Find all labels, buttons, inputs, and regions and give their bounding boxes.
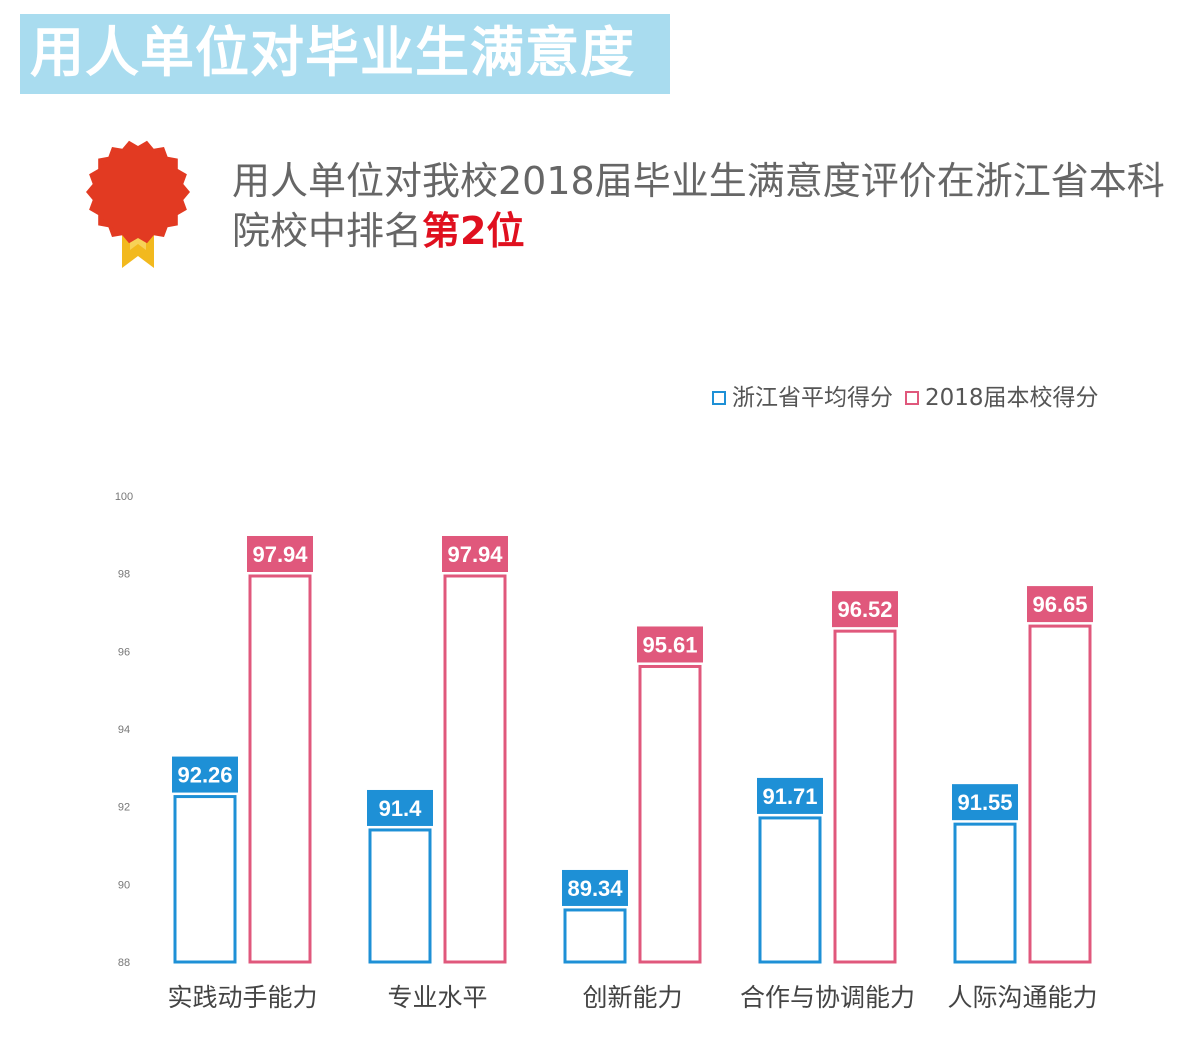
x-category-label: 创新能力 (582, 983, 682, 1012)
title-banner (20, 14, 670, 94)
bar-school (248, 574, 312, 964)
data-label-box (247, 535, 313, 572)
data-label: 91.55 (957, 790, 1012, 815)
data-label-box (367, 789, 433, 826)
summary-main: 用人单位对我校2018届毕业生满意度评价在浙江省本科院校中排名 (232, 159, 1165, 253)
y-tick-label: 96 (118, 646, 130, 658)
x-category-label: 人际沟通能力 (947, 983, 1097, 1012)
summary-text: 用人单位对我校2018届毕业生满意度评价在浙江省本科院校中排名第2位 (232, 156, 1192, 256)
y-tick-label: 100 (115, 491, 133, 503)
data-label: 91.71 (762, 784, 817, 809)
data-label-box (562, 869, 628, 906)
bar-school (833, 629, 897, 964)
data-label: 92.26 (177, 763, 232, 788)
rank-highlight: 第2位 (422, 209, 525, 253)
legend-label-province: 浙江省平均得分 (732, 385, 893, 411)
data-label-box (952, 784, 1018, 821)
data-label: 91.4 (379, 796, 423, 821)
x-category-label: 合作与协调能力 (740, 983, 915, 1012)
legend-swatch-blue (712, 391, 726, 405)
bar-province (758, 816, 822, 964)
data-label-box (172, 756, 238, 793)
data-label-box (442, 535, 508, 572)
data-label-box (1027, 586, 1093, 623)
page-title: 用人单位对毕业生满意度 (30, 21, 635, 84)
legend-swatch-pink (905, 391, 919, 405)
bar-province (953, 822, 1017, 964)
bar-chart: 88 90 92 94 96 98 100 92.26 97.94 实践动手能力 91.4 97.94… (115, 491, 1098, 1012)
medal-icon (86, 140, 190, 268)
bar-school (638, 664, 702, 964)
legend-item-province: 浙江省平均得分 (712, 378, 893, 412)
x-category-label: 实践动手能力 (167, 983, 317, 1012)
data-label: 89.34 (567, 876, 623, 901)
y-tick-label: 94 (118, 724, 130, 736)
legend-label-school: 2018届本校得分 (925, 385, 1099, 411)
x-category-label: 专业水平 (387, 983, 487, 1012)
data-label-box (637, 626, 703, 663)
bar-school (443, 574, 507, 964)
bar-school (1028, 624, 1092, 964)
chart-legend: 浙江省平均得分 2018届本校得分 (712, 378, 1111, 412)
y-tick-label: 98 (118, 569, 130, 581)
bar-province (368, 828, 432, 964)
data-label-box (757, 777, 823, 814)
data-label-box (832, 591, 898, 628)
data-label: 97.94 (252, 542, 308, 567)
data-label: 97.94 (447, 542, 503, 567)
data-label: 96.65 (1032, 592, 1087, 617)
y-tick-label: 90 (118, 879, 130, 891)
y-tick-label: 92 (118, 802, 130, 814)
data-label: 96.52 (837, 597, 892, 622)
bar-province (173, 795, 237, 964)
y-tick-label: 88 (118, 957, 130, 969)
data-label: 95.61 (642, 632, 697, 657)
bar-province (563, 908, 627, 964)
legend-item-school: 2018届本校得分 (905, 378, 1099, 412)
